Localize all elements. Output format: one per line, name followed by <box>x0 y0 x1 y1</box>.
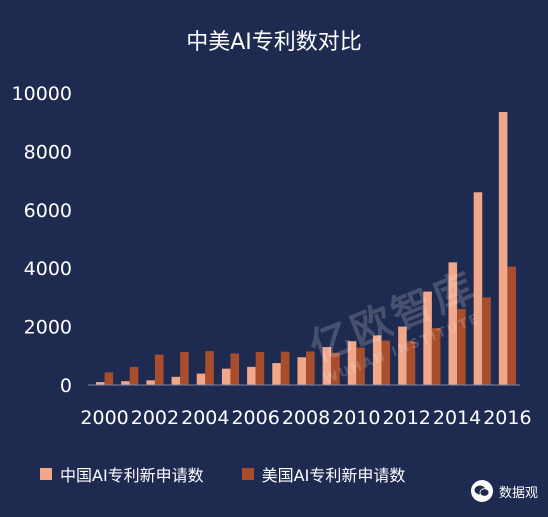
bar-china-2012 <box>398 326 407 385</box>
x-tick-label: 2006 <box>231 407 279 429</box>
bar-china-2010 <box>347 341 357 385</box>
bar-china-2015 <box>473 192 483 385</box>
badge-label: 数据观 <box>498 485 538 501</box>
bar-china-2011 <box>372 335 382 385</box>
x-tick-label: 2014 <box>433 407 481 429</box>
legend: 中国AI专利新申请数 美国AI专利新申请数 <box>40 462 405 486</box>
bar-us-2002 <box>154 354 164 385</box>
x-tick-label: 2010 <box>332 407 380 429</box>
bar-us-2015 <box>482 297 491 385</box>
bar-us-2004 <box>205 351 214 385</box>
y-tick-label: 0 <box>60 375 72 397</box>
bar-china-2013 <box>423 291 432 385</box>
bar-china-2007 <box>272 363 281 385</box>
bar-us-2013 <box>431 328 441 385</box>
legend-label-us: 美国AI专利新申请数 <box>261 466 406 485</box>
bar-us-2006 <box>255 352 265 385</box>
bar-us-2016 <box>507 266 516 385</box>
bar-china-2005 <box>221 368 231 385</box>
bar-china-2002 <box>146 380 155 385</box>
source-badge: 数据观 <box>470 480 538 502</box>
legend-label-china: 中国AI专利新申请数 <box>60 466 204 485</box>
x-tick-label: 2004 <box>181 407 229 429</box>
x-tick-label: 2008 <box>282 407 330 429</box>
y-tick-label: 6000 <box>24 200 72 222</box>
bar-us-2000 <box>104 372 114 385</box>
bar-us-2005 <box>230 353 240 385</box>
legend-swatch-us <box>241 468 254 480</box>
bar-us-2001 <box>129 366 139 385</box>
x-tick-label: 2000 <box>80 407 128 429</box>
bar-china-2006 <box>247 366 256 385</box>
x-tick-label: 2012 <box>383 407 431 429</box>
legend-swatch-china <box>40 468 52 480</box>
chart-title: 中美AI专利数对比 <box>186 30 362 55</box>
bar-china-2004 <box>196 373 206 385</box>
legend-item-us: 美国AI专利新申请数 <box>241 462 406 486</box>
bar-us-2008 <box>306 351 315 385</box>
bar-us-2011 <box>381 340 391 385</box>
bar-china-2016 <box>498 111 508 385</box>
bar-china-2014 <box>448 262 458 385</box>
y-tick-label: 10000 <box>12 83 72 105</box>
bar-us-2007 <box>280 351 290 385</box>
bar-us-2012 <box>406 341 416 385</box>
bar-us-2010 <box>356 347 365 385</box>
y-tick-label: 8000 <box>24 141 72 163</box>
bar-china-2001 <box>121 381 130 385</box>
bar-us-2014 <box>457 309 466 385</box>
bar-china-2003 <box>171 376 181 385</box>
y-tick-label: 4000 <box>24 258 72 280</box>
bar-china-2009 <box>322 347 332 385</box>
x-tick-label: 2016 <box>483 407 531 429</box>
wechat-icon <box>470 480 493 502</box>
bar-us-2009 <box>331 352 340 385</box>
y-tick-label: 2000 <box>24 317 72 339</box>
bar-china-2000 <box>96 382 105 385</box>
bar-china-2008 <box>297 357 306 385</box>
x-tick-label: 2002 <box>131 407 179 429</box>
legend-item-china: 中国AI专利新申请数 <box>40 462 204 486</box>
bar-us-2003 <box>180 352 189 385</box>
